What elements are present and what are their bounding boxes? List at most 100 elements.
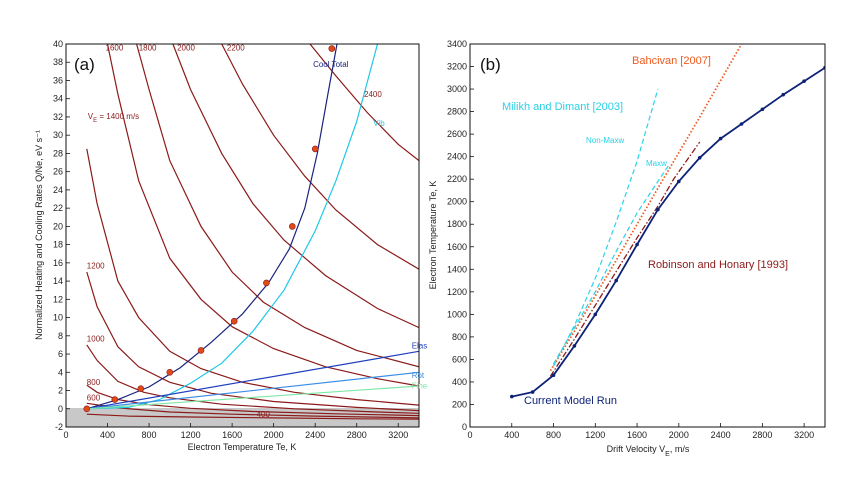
cooling-label-fine: Fine bbox=[412, 382, 428, 391]
panel-a-xlabel: Electron Temperature Te, K bbox=[188, 442, 297, 452]
model-point-2 bbox=[551, 373, 556, 378]
equilibrium-point-5 bbox=[230, 317, 238, 325]
equilibrium-point-6 bbox=[263, 279, 270, 287]
panel-a-xtick-label-3200: 3200 bbox=[388, 430, 408, 440]
panel-b-xtick-label-0: 0 bbox=[467, 430, 472, 440]
panel-a-ytick-label--2: -2 bbox=[55, 422, 63, 432]
panel-a-ytick-label-8: 8 bbox=[58, 331, 63, 341]
model-point-10 bbox=[718, 136, 723, 141]
model-point-0 bbox=[510, 394, 514, 399]
panel-b-ytick-label-2400: 2400 bbox=[447, 152, 467, 162]
heating-label-2400: 2400 bbox=[364, 90, 382, 99]
model-point-8 bbox=[677, 179, 681, 184]
model-point-4 bbox=[593, 312, 598, 317]
heating-line-800 bbox=[86, 384, 419, 417]
heating-line-400 bbox=[86, 413, 419, 420]
panel-b-ytick-label-2800: 2800 bbox=[447, 107, 467, 117]
cooling-line-rot bbox=[86, 371, 419, 410]
heating-label-1600: 1600 bbox=[106, 43, 124, 52]
panel-a-ytick-label-24: 24 bbox=[53, 185, 63, 195]
panel-b-ytick-label-3000: 3000 bbox=[447, 84, 467, 94]
panel-b-label: (b) bbox=[480, 55, 501, 74]
model-point-9 bbox=[697, 156, 702, 160]
cooling-line-vib bbox=[86, 44, 379, 410]
panel-a-ytick-label-12: 12 bbox=[53, 294, 63, 304]
panel-a-ytick-label-2: 2 bbox=[58, 386, 63, 396]
model-point-6 bbox=[635, 242, 639, 247]
panel-a-xtick-label-2400: 2400 bbox=[305, 430, 325, 440]
panel-b-ytick-label-3400: 3400 bbox=[447, 39, 467, 49]
panel-b-xtick-label-2800: 2800 bbox=[752, 430, 772, 440]
panel-b-ylabel: Electron Temperature Te, K bbox=[428, 181, 438, 290]
milikh-annotation: Milikh and Dimant [2003] bbox=[502, 101, 623, 113]
series-line-current-model-run bbox=[511, 66, 825, 398]
heating-line-1200 bbox=[86, 271, 419, 412]
model-point-7 bbox=[656, 207, 660, 212]
panel-b-ytick-label-2200: 2200 bbox=[447, 174, 467, 184]
heating-label-1800: 1800 bbox=[139, 43, 157, 52]
panel-a-x-ticks: 0 400 800 1200 1600 2000 2400 2800 3200 bbox=[63, 423, 408, 440]
panel-a-ytick-label-34: 34 bbox=[53, 94, 63, 104]
panel-a-xtick-label-1600: 1600 bbox=[222, 430, 242, 440]
panel-b-xtick-label-3200: 3200 bbox=[794, 430, 814, 440]
bahcivan-annotation: Bahcivan [2007] bbox=[632, 55, 711, 67]
panel-a-ytick-label-40: 40 bbox=[53, 39, 63, 49]
model-point-13 bbox=[781, 92, 785, 97]
panel-a-frame bbox=[65, 43, 420, 428]
panel-b-ytick-label-1800: 1800 bbox=[447, 219, 467, 229]
panel-b-xtick-label-800: 800 bbox=[546, 430, 561, 440]
equilibrium-point-0 bbox=[83, 405, 91, 413]
panel-b-frame bbox=[469, 43, 826, 428]
equilibrium-point-9 bbox=[328, 45, 336, 52]
panel-a-ytick-label-36: 36 bbox=[53, 75, 63, 85]
series-line-robinson-and-honary-1993 bbox=[549, 141, 701, 377]
model-point-11 bbox=[739, 122, 744, 126]
panel-a-ytick-label-32: 32 bbox=[53, 112, 63, 122]
panel-b-ytick-label-1200: 1200 bbox=[447, 287, 467, 297]
cooling-line-fine bbox=[86, 385, 419, 410]
model-run-annotation: Current Model Run bbox=[524, 395, 617, 407]
panel-a-ylabel: Normalized Heating and Cooling Rates Q/N… bbox=[34, 130, 44, 340]
series-line-milikh-and-dimant-2003-non-maxw bbox=[552, 88, 659, 367]
panel-b-ytick-label-1000: 1000 bbox=[447, 309, 467, 319]
panel-a-ytick-label-10: 10 bbox=[53, 313, 63, 323]
cooling-line-elas bbox=[86, 350, 419, 410]
panel-a-ytick-label-18: 18 bbox=[53, 240, 63, 250]
heating-label-400: 400 bbox=[257, 410, 271, 419]
panel-b-xlabel: Drift Velocity VE, m/s bbox=[607, 444, 690, 458]
panel-a-ytick-label-16: 16 bbox=[53, 258, 63, 268]
panel-b-series bbox=[511, 44, 825, 398]
panel-a-xtick-label-400: 400 bbox=[100, 430, 115, 440]
panel-b-ytick-label-0: 0 bbox=[462, 422, 467, 432]
model-point-3 bbox=[572, 344, 577, 348]
panel-b-ytick-label-600: 600 bbox=[452, 354, 467, 364]
panel-a-xtick-label-800: 800 bbox=[142, 430, 157, 440]
panel-b-xtick-label-1200: 1200 bbox=[585, 430, 605, 440]
heating-line-v-e-1400-m-s bbox=[86, 148, 419, 406]
heating-line-2000 bbox=[172, 44, 419, 329]
panel-a-label: (a) bbox=[74, 55, 95, 74]
panel-b-ytick-label-400: 400 bbox=[452, 377, 467, 387]
heating-label-800: 800 bbox=[87, 378, 101, 387]
heating-line-1600 bbox=[106, 44, 419, 387]
panel-a-xtick-label-0: 0 bbox=[63, 430, 68, 440]
panel-a: 0 400 800 1200 1600 2000 2400 2800 3200 -2024681… bbox=[34, 39, 428, 452]
panel-a-ytick-label-0: 0 bbox=[58, 404, 63, 414]
cooling-label-cool-total: Cool Total bbox=[313, 60, 349, 69]
heating-label-2000: 2000 bbox=[177, 43, 195, 52]
panel-a-ytick-label-20: 20 bbox=[53, 221, 63, 231]
heating-label-1000: 1000 bbox=[87, 334, 105, 343]
heating-line-2200 bbox=[221, 44, 419, 270]
panel-b-ytick-label-3200: 3200 bbox=[447, 62, 467, 72]
panel-a-ytick-label-28: 28 bbox=[53, 148, 63, 158]
panel-a-xtick-label-2800: 2800 bbox=[347, 430, 367, 440]
panel-b-xtick-label-400: 400 bbox=[504, 430, 519, 440]
panel-b: 0 400 800 1200 1600 2000 2400 2800 3200 0 200 400 6… bbox=[428, 39, 826, 458]
panel-b-x-ticks: 0 400 800 1200 1600 2000 2400 2800 3200 bbox=[467, 423, 814, 440]
panel-b-y-ticks: 0 200 400 600 800 1000 1200 1400 1600 1800 2000 220… bbox=[447, 39, 474, 432]
heating-label-v-e-1400-m-s: VE = 1400 m/s bbox=[88, 112, 139, 124]
heating-label-2200: 2200 bbox=[227, 43, 245, 52]
series-line-bahcivan-2007 bbox=[549, 44, 743, 372]
